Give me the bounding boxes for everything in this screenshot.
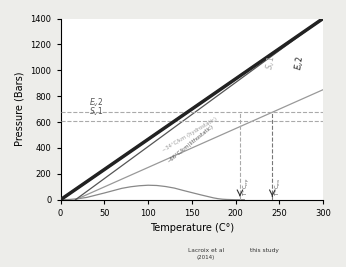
Text: Lacroix et al: Lacroix et al bbox=[188, 248, 224, 253]
Text: (2014): (2014) bbox=[197, 255, 215, 260]
Text: $E_v$2: $E_v$2 bbox=[292, 55, 307, 71]
Text: ~66°C/km(lithostatic): ~66°C/km(lithostatic) bbox=[166, 124, 214, 164]
Text: T$^\circ$C$_{crp}$: T$^\circ$C$_{crp}$ bbox=[242, 178, 252, 196]
Text: ~34°C/km (hydrostatic): ~34°C/km (hydrostatic) bbox=[162, 116, 218, 153]
Text: $S_v$1: $S_v$1 bbox=[264, 55, 279, 71]
Text: $E_v$2: $E_v$2 bbox=[90, 97, 104, 109]
Text: T$^\circ$C$_{ms}$: T$^\circ$C$_{ms}$ bbox=[274, 178, 283, 196]
Text: this study: this study bbox=[250, 248, 279, 253]
Text: $S_v$1: $S_v$1 bbox=[90, 106, 104, 118]
X-axis label: Temperature (C°): Temperature (C°) bbox=[150, 223, 234, 233]
Y-axis label: Pressure (Bars): Pressure (Bars) bbox=[15, 72, 25, 146]
